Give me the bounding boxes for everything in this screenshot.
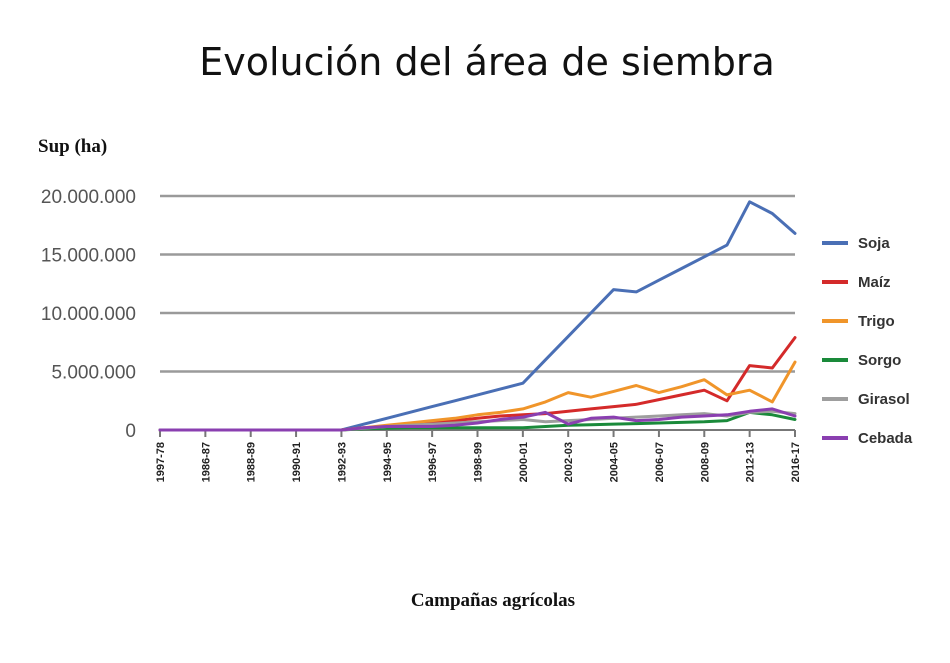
legend-entry: Trigo [858,313,895,330]
x-tick-label: 1992-93 [336,442,348,482]
x-tick-label: 2006-07 [654,442,666,482]
x-tick-label: 1988-89 [246,442,258,482]
x-tick-label: 1996-97 [427,442,439,482]
legend: Soja Maíz Trigo Sorgo Girasol Cebada [822,235,913,447]
series-line-soja [158,200,797,432]
x-tick-label: 2016-17 [790,442,802,482]
chart-title: Evolución del área de siembra [199,40,775,84]
x-axis-label: Campañas agrícolas [411,590,575,611]
x-tick-label: 2004-05 [609,442,621,482]
x-tick-label: 1986-87 [200,442,212,482]
legend-entry: Girasol [858,391,910,408]
x-tick-label: 1990-91 [291,442,303,482]
legend-entry: Soja [858,235,890,252]
y-tick-label: 20.000.000 [41,187,136,208]
series-lines [158,200,797,432]
y-tick-label: 0 [125,421,136,442]
x-tick-label: 1998-99 [473,442,485,482]
legend-entry: Sorgo [858,352,901,369]
y-tick-labels: 0 5.000.000 10.000.000 15.000.000 20.000.000 [41,187,136,442]
x-tick-label: 2008-09 [699,442,711,482]
x-tick-labels: 1997-78 1986-87 1988-89 1990-91 1992-93 1994-… [155,442,802,482]
y-tick-label: 10.000.000 [41,304,136,325]
x-tick-label: 2002-03 [563,442,575,482]
y-tick-label: 5.000.000 [51,363,136,384]
legend-entry: Maíz [858,274,891,291]
grid-layer [159,194,796,437]
x-tick-label: 1997-78 [155,442,167,482]
legend-entry: Cebada [858,430,913,447]
series-line-cebada [158,407,797,432]
x-tick-label: 2012-13 [745,442,757,482]
y-tick-label: 15.000.000 [41,246,136,267]
x-tick-label: 1994-95 [382,442,394,482]
x-tick-label: 2000-01 [518,442,530,482]
y-axis-label: Sup (ha) [38,136,107,157]
